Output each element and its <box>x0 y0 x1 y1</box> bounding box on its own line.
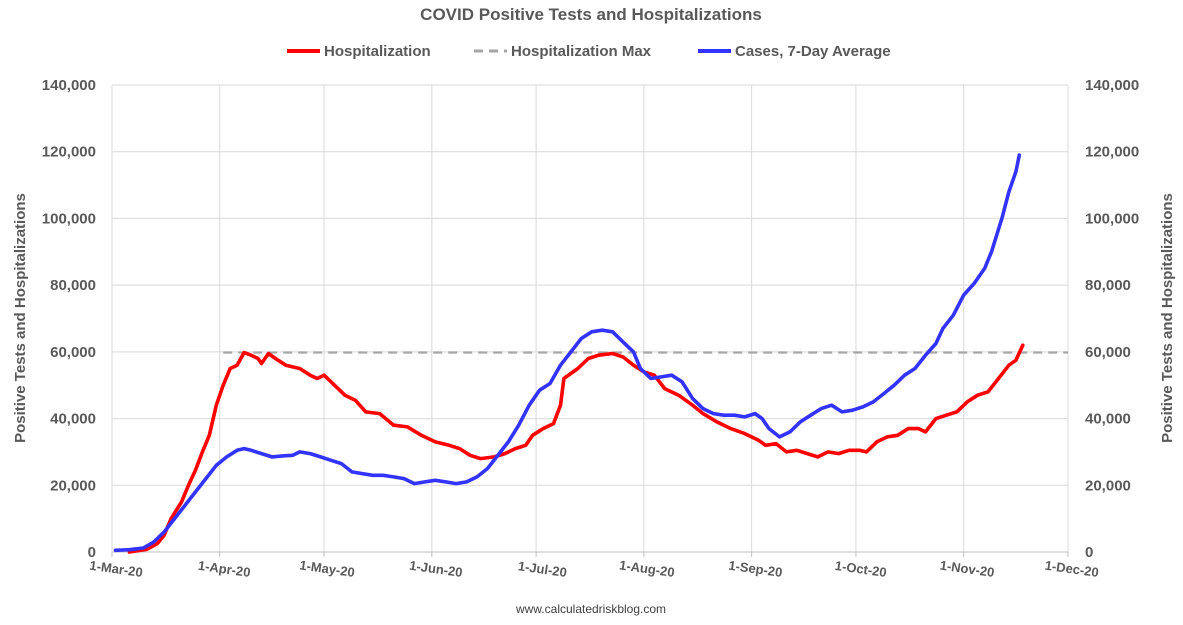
y-tick-label-right: 40,000 <box>1085 411 1131 428</box>
x-tick-label: 1-Nov-20 <box>939 557 995 579</box>
x-tick-label: 1-Jun-20 <box>408 558 463 580</box>
gridlines <box>111 84 1069 557</box>
legend-label-hospitalization-max: Hospitalization Max <box>511 43 652 60</box>
x-tick-label: 1-Aug-20 <box>618 557 675 580</box>
y-tick-label-right: 60,000 <box>1085 344 1131 361</box>
y-axis-title-right: Positive Tests and Hospitalizations <box>1159 193 1176 443</box>
y-tick-label-right: 80,000 <box>1085 277 1131 294</box>
chart-title: COVID Positive Tests and Hospitalization… <box>420 5 762 24</box>
series-line-cases-7-day-average <box>113 153 1022 553</box>
x-tick-label: 1-Mar-20 <box>89 558 144 580</box>
y-tick-label-left: 120,000 <box>42 144 96 161</box>
y-tick-labels: 0 0 20,000 20,000 40,000 40,000 60,000 60,000 80… <box>42 77 1139 561</box>
y-tick-label-left: 80,000 <box>50 277 96 294</box>
x-tick-label: 1-Sep-20 <box>728 558 784 580</box>
source-footer: www.calculatedriskblog.com <box>515 602 666 616</box>
x-tick-label: 1-Dec-20 <box>1044 558 1100 580</box>
y-axis-title-left: Positive Tests and Hospitalizations <box>12 193 29 443</box>
x-tick-label: 1-Oct-20 <box>834 558 888 580</box>
x-tick-labels: 1-Mar-20 1-Apr-20 1-May-20 1-Jun-20 1-Jul-20… <box>89 557 1100 580</box>
y-tick-label-right: 120,000 <box>1085 144 1139 161</box>
x-tick-label: 1-May-20 <box>299 557 356 580</box>
series-lines <box>113 153 1068 554</box>
y-tick-label-left: 40,000 <box>50 411 96 428</box>
y-tick-label-right: 20,000 <box>1085 477 1131 494</box>
y-tick-label-right: 0 <box>1085 544 1093 561</box>
legend: Hospitalization Hospitalization Max Case… <box>287 43 891 60</box>
y-tick-label-right: 140,000 <box>1085 77 1139 94</box>
x-tick-label: 1-Apr-20 <box>197 558 251 580</box>
y-tick-label-left: 100,000 <box>42 210 96 227</box>
y-tick-label-left: 0 <box>88 544 96 561</box>
legend-label-cases: Cases, 7-Day Average <box>735 43 891 60</box>
y-tick-label-left: 20,000 <box>50 477 96 494</box>
legend-label-hospitalization: Hospitalization <box>324 43 431 60</box>
series-line-hospitalization <box>127 343 1025 554</box>
y-tick-label-left: 140,000 <box>42 77 96 94</box>
x-tick-label: 1-Jul-20 <box>517 558 568 580</box>
y-tick-label-left: 60,000 <box>50 344 96 361</box>
y-tick-label-right: 100,000 <box>1085 210 1139 227</box>
